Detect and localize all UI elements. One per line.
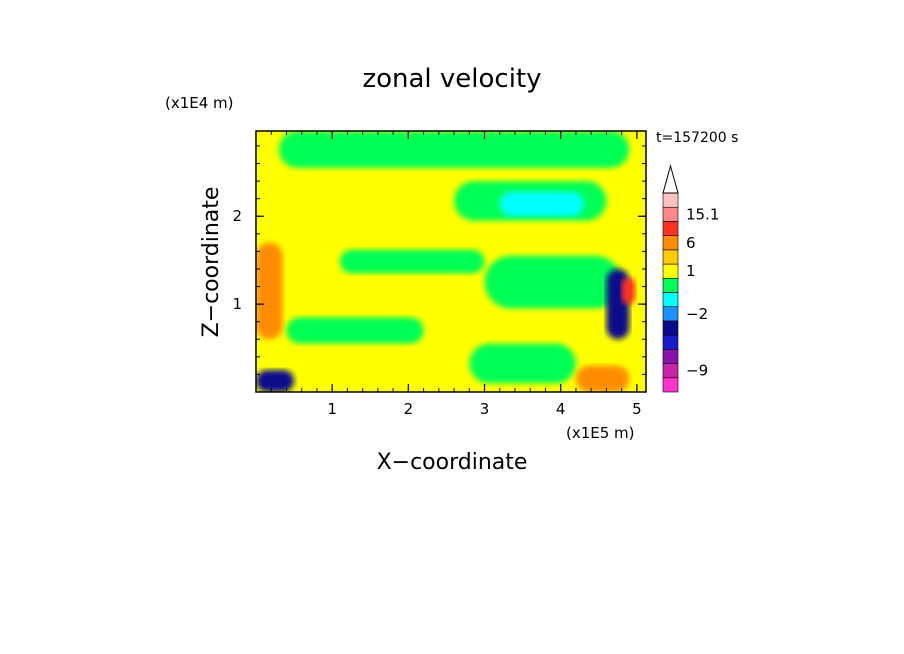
- colorbar-segment: [662, 377, 679, 393]
- colorbar-extend-arrow: [662, 164, 679, 194]
- y-tick-label: 2: [232, 207, 242, 225]
- colorbar-segment: [662, 192, 679, 208]
- time-label: t=157200 s: [656, 130, 738, 146]
- y-axis-label: Z−coordinate: [199, 187, 224, 338]
- x-tick-label: 5: [632, 400, 642, 418]
- colorbar-segment: [662, 235, 679, 251]
- colorbar-segment: [662, 292, 679, 308]
- field-region: [339, 249, 485, 274]
- colorbar-segment: [662, 334, 679, 350]
- field-region: [278, 131, 630, 168]
- field-region: [469, 343, 576, 384]
- colorbar-label: 15.1: [686, 205, 719, 223]
- x-axis-label: X−coordinate: [377, 450, 528, 475]
- field-region: [256, 370, 295, 392]
- colorbar: −9 −2 1 6 15.1: [662, 164, 719, 393]
- x-tick-label: 2: [404, 400, 414, 418]
- colorbar-segment: [662, 263, 679, 279]
- x-tick-label: 4: [556, 400, 566, 418]
- field-region: [256, 242, 283, 340]
- colorbar-segment: [662, 221, 679, 236]
- x-tick-label: 1: [327, 400, 337, 418]
- x-tick-label: 3: [480, 400, 490, 418]
- y-scale-label: (x1E4 m): [165, 94, 234, 112]
- y-tick-label: 1: [232, 295, 242, 313]
- colorbar-segment: [662, 349, 679, 364]
- colorbar-segment: [662, 363, 679, 379]
- plot-frame: [255, 130, 647, 393]
- field-region: [499, 191, 584, 217]
- plot-area: [255, 130, 647, 393]
- chart-title: zonal velocity: [362, 64, 541, 94]
- colorbar-segment: [662, 249, 679, 265]
- field-region: [484, 255, 622, 309]
- colorbar-segment: [662, 320, 679, 336]
- field-region: [621, 277, 636, 305]
- colorbar-label: −2: [686, 305, 708, 323]
- axis-ticks: 1 2 3 4 5 1 2: [232, 131, 646, 418]
- colorbar-label: 6: [686, 234, 696, 252]
- colorbar-segment: [662, 277, 679, 293]
- velocity-field: [256, 131, 646, 392]
- colorbar-segment: [662, 206, 679, 222]
- colorbar-label: −9: [686, 362, 708, 380]
- colorbar-segment: [662, 306, 679, 322]
- field-region: [286, 317, 424, 344]
- field-region: [575, 365, 630, 392]
- x-scale-label: (x1E5 m): [566, 424, 635, 442]
- colorbar-label: 1: [686, 262, 696, 280]
